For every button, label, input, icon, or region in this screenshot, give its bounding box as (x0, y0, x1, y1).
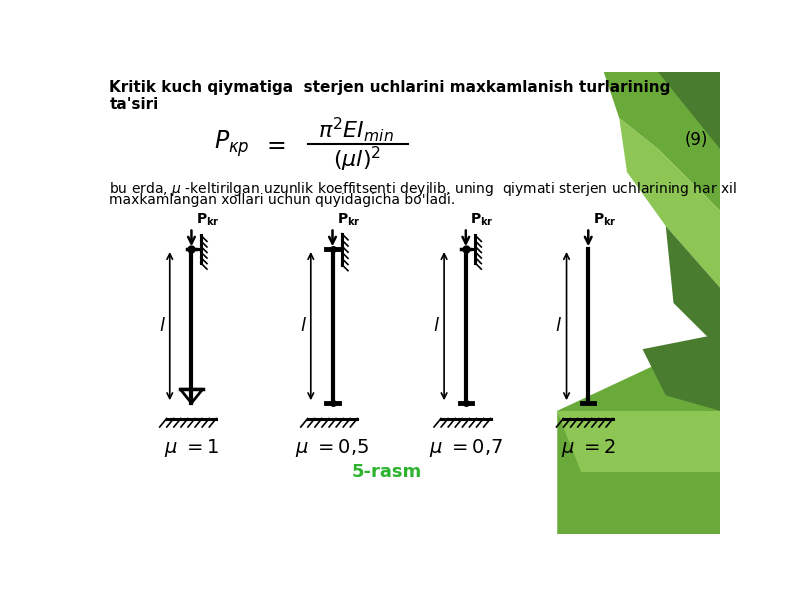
Text: $l$: $l$ (158, 317, 166, 335)
Text: $\mu\ =1$: $\mu\ =1$ (164, 437, 219, 459)
Polygon shape (604, 72, 720, 211)
Polygon shape (658, 72, 720, 149)
Text: $l$: $l$ (433, 317, 440, 335)
Text: Kritik kuch qiymatiga  sterjen uchlarini maxkamlanish turlarining: Kritik kuch qiymatiga sterjen uchlarini … (110, 80, 670, 95)
Text: $\mu\ =0{,}5$: $\mu\ =0{,}5$ (295, 437, 370, 459)
Polygon shape (619, 118, 720, 287)
Text: $l$: $l$ (555, 317, 562, 335)
Polygon shape (642, 334, 720, 411)
Text: $P_{\kappa p}$: $P_{\kappa p}$ (214, 128, 250, 159)
Text: bu erda, $\mu$ -keltirilgan uzunlik koeffitsenti deyilib, uning  qiymati sterjen: bu erda, $\mu$ -keltirilgan uzunlik koef… (110, 180, 738, 198)
Text: $=$: $=$ (262, 131, 286, 155)
Text: $\mu\ =0{,}7$: $\mu\ =0{,}7$ (429, 437, 503, 459)
Text: $\pi^2 EI_{min}$: $\pi^2 EI_{min}$ (318, 115, 394, 144)
Text: $\mu\ =2$: $\mu\ =2$ (561, 437, 616, 459)
Polygon shape (666, 226, 720, 349)
Text: $(\mu l)^2$: $(\mu l)^2$ (334, 145, 382, 173)
Text: $\mathbf{P_{kr}}$: $\mathbf{P_{kr}}$ (196, 211, 220, 227)
Text: 5-rasm: 5-rasm (352, 463, 422, 481)
Text: (9): (9) (685, 131, 709, 149)
Text: maxkamlangan xollari uchun quyidagicha bo'ladi.: maxkamlangan xollari uchun quyidagicha b… (110, 193, 455, 207)
Text: ta'siri: ta'siri (110, 97, 158, 112)
Text: $\mathbf{P_{kr}}$: $\mathbf{P_{kr}}$ (593, 211, 617, 227)
Text: $\mathbf{P_{kr}}$: $\mathbf{P_{kr}}$ (337, 211, 361, 227)
Text: $\mathbf{P_{kr}}$: $\mathbf{P_{kr}}$ (470, 211, 494, 227)
Polygon shape (558, 349, 720, 534)
Text: $l$: $l$ (299, 317, 306, 335)
Polygon shape (558, 411, 720, 472)
